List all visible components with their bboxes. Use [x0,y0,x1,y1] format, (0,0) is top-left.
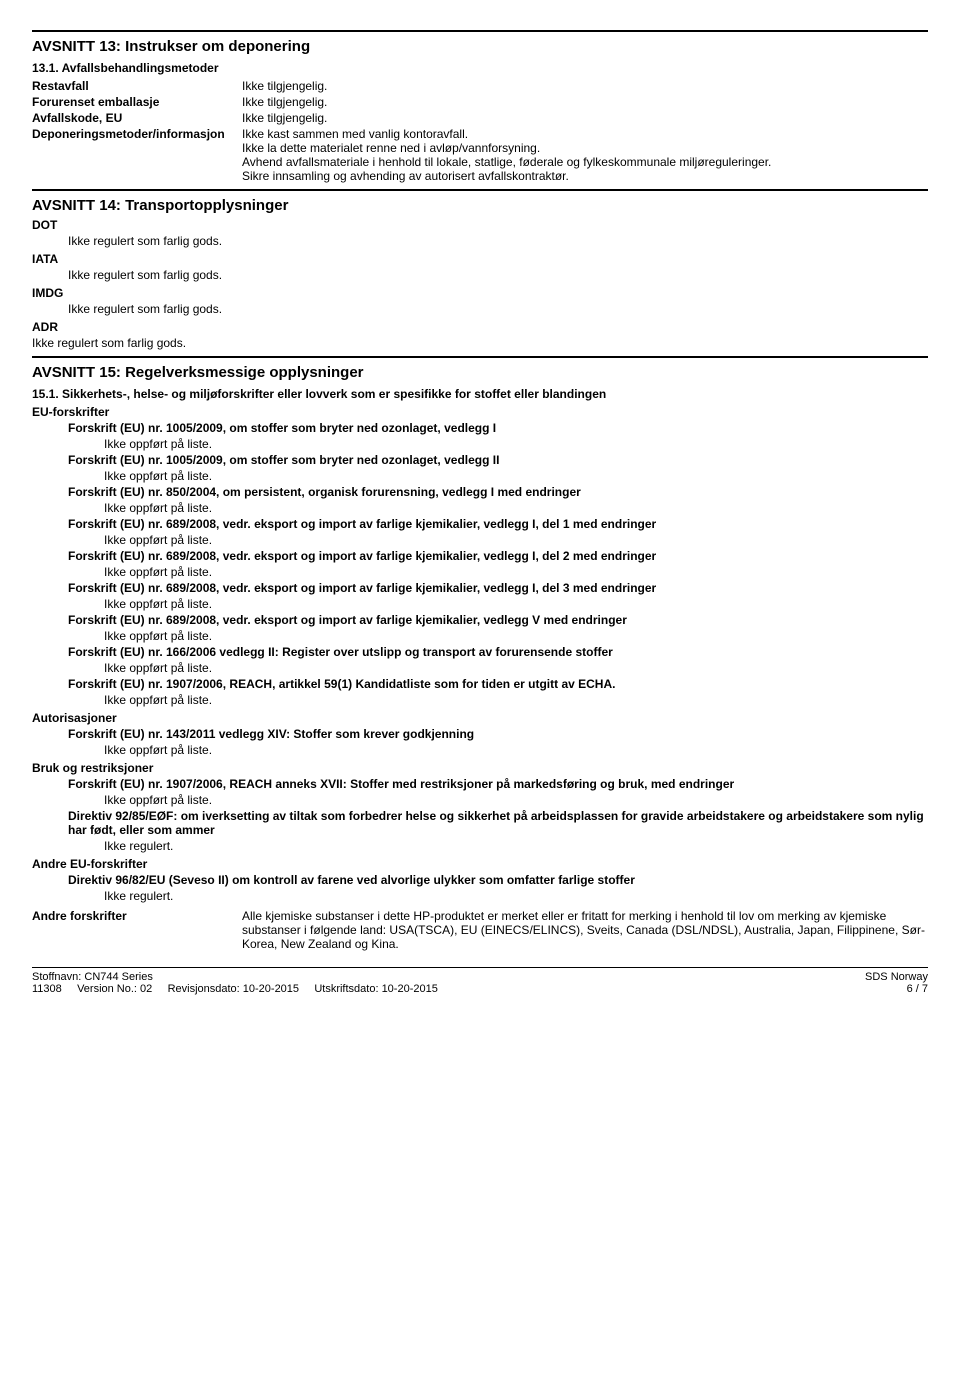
section14-title: AVSNITT 14: Transportopplysninger [32,197,928,214]
regulation-item: Forskrift (EU) nr. 1907/2006, REACH, art… [32,677,928,707]
transport-mode-value: Ikke regulert som farlig gods. [68,268,928,282]
regulation-title: Forskrift (EU) nr. 1005/2009, om stoffer… [68,421,928,435]
eu-forskrifter-header: EU-forskrifter [32,405,928,419]
regulation-value: Ikke oppført på liste. [104,565,928,579]
andre-forskrifter-value: Alle kjemiske substanser i dette HP-prod… [242,909,928,951]
transport-mode-value: Ikke regulert som farlig gods. [68,302,928,316]
restrict-items: Forskrift (EU) nr. 1907/2006, REACH anne… [32,777,928,853]
other-eu-items: Direktiv 96/82/EU (Seveso II) om kontrol… [32,873,928,903]
section13-subtitle: 13.1. Avfallsbehandlingsmetoder [32,61,928,75]
footer-page: 6 / 7 [865,983,928,995]
regulation-value: Ikke oppført på liste. [104,661,928,675]
regulation-title: Forskrift (EU) nr. 143/2011 vedlegg XIV:… [68,727,928,741]
regulation-title: Forskrift (EU) nr. 689/2008, vedr. ekspo… [68,581,928,595]
regulation-value: Ikke regulert. [104,889,928,903]
regulation-title: Forskrift (EU) nr. 1907/2006, REACH anne… [68,777,928,791]
regulation-value: Ikke oppført på liste. [104,437,928,451]
auth-items: Forskrift (EU) nr. 143/2011 vedlegg XIV:… [32,727,928,757]
regulation-item: Direktiv 92/85/EØF: om iverksetting av t… [32,809,928,853]
regulation-item: Forskrift (EU) nr. 689/2008, vedr. ekspo… [32,613,928,643]
regulation-title: Forskrift (EU) nr. 166/2006 vedlegg II: … [68,645,928,659]
transport-mode-label: ADR [32,320,928,334]
footer-stoffnavn: Stoffnavn: CN744 Series [32,971,865,983]
regulation-item: Forskrift (EU) nr. 689/2008, vedr. ekspo… [32,517,928,547]
regulation-title: Forskrift (EU) nr. 850/2004, om persiste… [68,485,928,499]
footer-meta: 11308 Version No.: 02 Revisjonsdato: 10-… [32,983,865,995]
regulation-value: Ikke oppført på liste. [104,533,928,547]
section13-row: Forurenset emballasjeIkke tilgjengelig. [32,95,928,109]
regulation-value: Ikke oppført på liste. [104,469,928,483]
section13-top-rule [32,30,928,32]
andre-forskrifter-row: Andre forskrifter Alle kjemiske substans… [32,909,928,951]
regulation-value: Ikke oppført på liste. [104,629,928,643]
regulation-item: Forskrift (EU) nr. 1907/2006, REACH anne… [32,777,928,807]
transport-mode-label: IMDG [32,286,928,300]
section13-rows: RestavfallIkke tilgjengelig.Forurenset e… [32,79,928,183]
regulation-title: Forskrift (EU) nr. 689/2008, vedr. ekspo… [68,517,928,531]
regulation-value: Ikke oppført på liste. [104,743,928,757]
section13-row-label: Restavfall [32,79,242,93]
footer-sds: SDS Norway [865,971,928,983]
regulation-title: Forskrift (EU) nr. 689/2008, vedr. ekspo… [68,549,928,563]
section14-groups: DOT Ikke regulert som farlig gods. IATA Ikk… [32,218,928,350]
transport-mode-value: Ikke regulert som farlig gods. [68,234,928,248]
regulation-title: Direktiv 92/85/EØF: om iverksetting av t… [68,809,928,837]
page-footer: Stoffnavn: CN744 Series 11308 Version No… [32,967,928,995]
footer-version: Version No.: 02 [77,983,152,995]
transport-mode-label: DOT [32,218,928,232]
other-eu-header: Andre EU-forskrifter [32,857,928,871]
footer-printdate: Utskriftsdato: 10-20-2015 [314,983,438,995]
regulation-item: Forskrift (EU) nr. 166/2006 vedlegg II: … [32,645,928,675]
andre-forskrifter-label: Andre forskrifter [32,909,242,951]
section13-row-label: Deponeringsmetoder/informasjon [32,127,242,183]
regulation-title: Direktiv 96/82/EU (Seveso II) om kontrol… [68,873,928,887]
eu-items: Forskrift (EU) nr. 1005/2009, om stoffer… [32,421,928,707]
section15-title: AVSNITT 15: Regelverksmessige opplysning… [32,364,928,381]
section13-row-label: Forurenset emballasje [32,95,242,109]
section15-subtitle: 15.1. Sikkerhets-, helse- og miljøforskr… [32,387,928,401]
regulation-item: Direktiv 96/82/EU (Seveso II) om kontrol… [32,873,928,903]
section13-row-value: Ikke kast sammen med vanlig kontoravfall… [242,127,928,183]
regulation-item: Forskrift (EU) nr. 143/2011 vedlegg XIV:… [32,727,928,757]
section13-row: RestavfallIkke tilgjengelig. [32,79,928,93]
footer-id: 11308 [32,983,62,995]
regulation-item: Forskrift (EU) nr. 689/2008, vedr. ekspo… [32,581,928,611]
regulation-value: Ikke oppført på liste. [104,693,928,707]
section14-top-rule [32,189,928,191]
section13-row: Avfallskode, EUIkke tilgjengelig. [32,111,928,125]
regulation-item: Forskrift (EU) nr. 1005/2009, om stoffer… [32,453,928,483]
regulation-title: Forskrift (EU) nr. 689/2008, vedr. ekspo… [68,613,928,627]
regulation-value: Ikke oppført på liste. [104,501,928,515]
restrict-header: Bruk og restriksjoner [32,761,928,775]
section13-row-value: Ikke tilgjengelig. [242,79,928,93]
regulation-title: Forskrift (EU) nr. 1907/2006, REACH, art… [68,677,928,691]
section13-row-value: Ikke tilgjengelig. [242,111,928,125]
regulation-item: Forskrift (EU) nr. 1005/2009, om stoffer… [32,421,928,451]
section15-top-rule [32,356,928,358]
regulation-value: Ikke oppført på liste. [104,793,928,807]
regulation-value: Ikke regulert. [104,839,928,853]
footer-revdate: Revisjonsdato: 10-20-2015 [168,983,299,995]
section13-row-value: Ikke tilgjengelig. [242,95,928,109]
regulation-item: Forskrift (EU) nr. 689/2008, vedr. ekspo… [32,549,928,579]
regulation-value: Ikke oppført på liste. [104,597,928,611]
transport-mode-value: Ikke regulert som farlig gods. [32,336,928,350]
regulation-item: Forskrift (EU) nr. 850/2004, om persiste… [32,485,928,515]
footer-left: Stoffnavn: CN744 Series 11308 Version No… [32,971,865,995]
regulation-title: Forskrift (EU) nr. 1005/2009, om stoffer… [68,453,928,467]
transport-mode-label: IATA [32,252,928,266]
footer-right: SDS Norway 6 / 7 [865,971,928,995]
auth-header: Autorisasjoner [32,711,928,725]
section13-row: Deponeringsmetoder/informasjonIkke kast … [32,127,928,183]
section13-row-label: Avfallskode, EU [32,111,242,125]
section13-title: AVSNITT 13: Instrukser om deponering [32,38,928,55]
